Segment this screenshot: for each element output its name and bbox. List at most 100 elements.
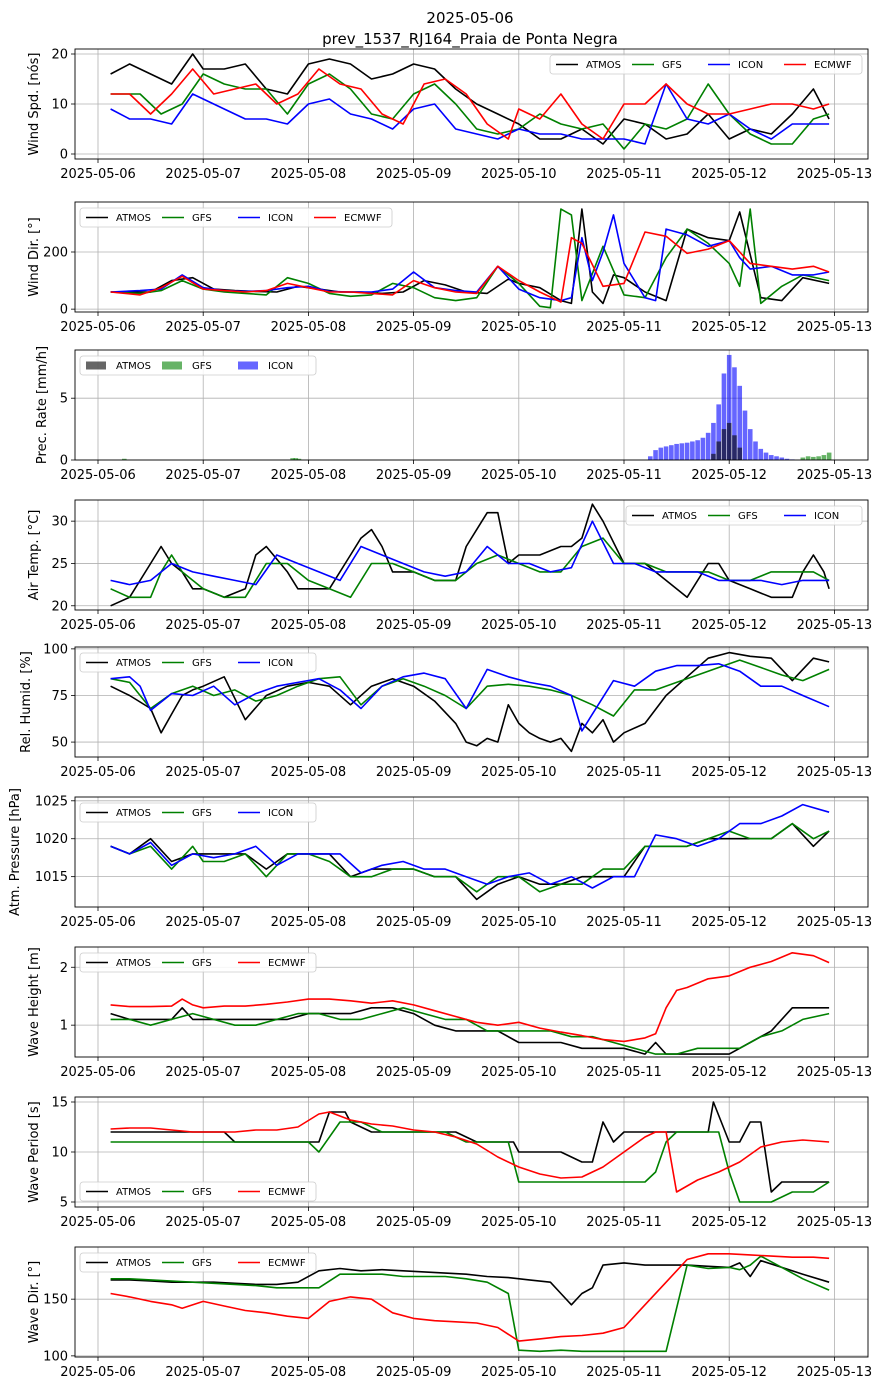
legend-box: [79, 1181, 317, 1202]
x-tick-label: 2025-05-13: [797, 167, 873, 182]
legend-label-icon: ICON: [738, 60, 763, 71]
bar-icon: [684, 442, 690, 460]
bar-icon: [695, 440, 700, 460]
x-tick-label: 2025-05-10: [481, 1365, 557, 1380]
panel-6: 2025-05-06 2025-05-07 2025-05-08 2025-05-09…: [8, 788, 872, 930]
legend-label-ecmwf: ECMWF: [814, 60, 852, 71]
y-tick-label: 0: [60, 148, 68, 163]
x-tick-label: 2025-05-10: [481, 167, 557, 182]
legend-label-icon: ICON: [268, 361, 293, 372]
legend: ATMOS GFS ICON ECMWF: [79, 207, 393, 228]
series-line-ecmwf: [110, 1253, 830, 1342]
y-axis-label: Wind Spd. [nós]: [27, 53, 42, 156]
series-line-gfs: [110, 1255, 830, 1353]
figure-title-line2: prev_1537_RJ164_Praia de Ponta Negra: [322, 30, 618, 49]
bar-atmos: [721, 429, 727, 460]
series-line-gfs: [110, 537, 830, 599]
panel-2: 2025-05-06 2025-05-07 2025-05-08 2025-05-09…: [27, 201, 872, 335]
x-tick-label: 2025-05-06: [60, 1215, 136, 1230]
y-tick-label: 1: [60, 1019, 68, 1034]
bar-atmos: [726, 422, 732, 460]
x-tick-label: 2025-05-09: [376, 765, 452, 780]
legend-label-ecmwf: ECMWF: [268, 958, 306, 969]
x-tick-label: 2025-05-07: [165, 167, 241, 182]
x-tick-label: 2025-05-11: [586, 320, 662, 335]
bar-icon: [669, 445, 674, 460]
series-line-gfs: [110, 822, 830, 893]
bar-icon: [742, 410, 748, 460]
x-tick-label: 2025-05-13: [797, 1365, 873, 1380]
bar-gfs: [811, 456, 816, 460]
series-line-atmos: [110, 503, 830, 607]
series-line-atmos: [110, 651, 830, 753]
legend-label-gfs: GFS: [192, 361, 212, 372]
series-line-icon: [110, 214, 830, 302]
x-tick-label: 2025-05-06: [60, 167, 136, 182]
x-tick-label: 2025-05-10: [481, 468, 557, 483]
bar-gfs: [826, 452, 832, 460]
legend-swatch-atmos: [86, 361, 106, 370]
x-tick-label: 2025-05-09: [376, 1065, 452, 1080]
x-tick-label: 2025-05-12: [691, 1365, 767, 1380]
x-tick-label: 2025-05-07: [165, 468, 241, 483]
legend: ATMOS GFS ICON: [79, 652, 317, 673]
legend-label-ecmwf: ECMWF: [268, 1187, 306, 1198]
x-tick-label: 2025-05-12: [691, 167, 767, 182]
y-axis-label: Air Temp. [°C]: [27, 510, 42, 601]
bar-icon: [763, 452, 769, 460]
panel-3: 2025-05-06 2025-05-07 2025-05-08 2025-05-09…: [35, 346, 872, 483]
legend: ATMOS GFS ICON: [79, 802, 317, 823]
x-tick-label: 2025-05-08: [271, 1215, 347, 1230]
legend-box: [79, 1252, 317, 1273]
plot-area: [110, 53, 830, 150]
bar-gfs: [293, 458, 299, 460]
legend-label-gfs: GFS: [192, 958, 212, 969]
legend-box: [79, 207, 393, 228]
bar-gfs: [800, 457, 806, 460]
y-tick-label: 20: [51, 48, 68, 63]
bar-atmos: [716, 441, 721, 460]
x-tick-label: 2025-05-06: [60, 320, 136, 335]
x-tick-label: 2025-05-07: [165, 915, 241, 930]
x-tick-label: 2025-05-11: [586, 1065, 662, 1080]
series-line-atmos: [110, 1006, 830, 1055]
bar-icon: [747, 429, 753, 460]
legend-label-atmos: ATMOS: [116, 808, 151, 819]
bar-icon: [690, 441, 695, 460]
x-tick-label: 2025-05-10: [481, 1215, 557, 1230]
panel-8: 2025-05-06 2025-05-07 2025-05-08 2025-05-09…: [27, 1096, 872, 1231]
plot-area: [122, 354, 832, 460]
series-line-icon: [110, 803, 830, 889]
bar-icon: [663, 446, 669, 460]
panel-4: 2025-05-06 2025-05-07 2025-05-08 2025-05-09…: [27, 499, 872, 633]
axes-frame: [74, 796, 869, 908]
axes-frame: [74, 499, 869, 611]
bar-gfs: [821, 455, 827, 460]
legend-label-icon: ICON: [268, 213, 293, 224]
legend-label-gfs: GFS: [192, 213, 212, 224]
x-tick-label: 2025-05-09: [376, 167, 452, 182]
x-tick-label: 2025-05-10: [481, 765, 557, 780]
x-tick-label: 2025-05-10: [481, 1065, 557, 1080]
bar-icon: [784, 458, 790, 460]
x-tick-label: 2025-05-07: [165, 765, 241, 780]
bar-icon: [705, 432, 711, 460]
legend-label-atmos: ATMOS: [116, 958, 151, 969]
x-tick-label: 2025-05-09: [376, 1215, 452, 1230]
bar-icon: [716, 404, 721, 460]
x-tick-label: 2025-05-09: [376, 320, 452, 335]
axes-frame: [74, 646, 869, 758]
legend-label-atmos: ATMOS: [116, 658, 151, 669]
x-tick-label: 2025-05-11: [586, 1365, 662, 1380]
legend-label-icon: ICON: [268, 658, 293, 669]
x-tick-label: 2025-05-09: [376, 618, 452, 633]
series-line-ecmwf: [110, 951, 830, 1043]
series-line-gfs: [110, 208, 830, 309]
legend-label-gfs: GFS: [192, 1187, 212, 1198]
legend: ATMOS GFS ICON: [79, 355, 317, 376]
series-line-ecmwf: [110, 231, 830, 303]
x-tick-label: 2025-05-08: [271, 915, 347, 930]
x-tick-label: 2025-05-07: [165, 618, 241, 633]
bar-icon: [711, 422, 716, 460]
axes-frame: [74, 201, 869, 313]
